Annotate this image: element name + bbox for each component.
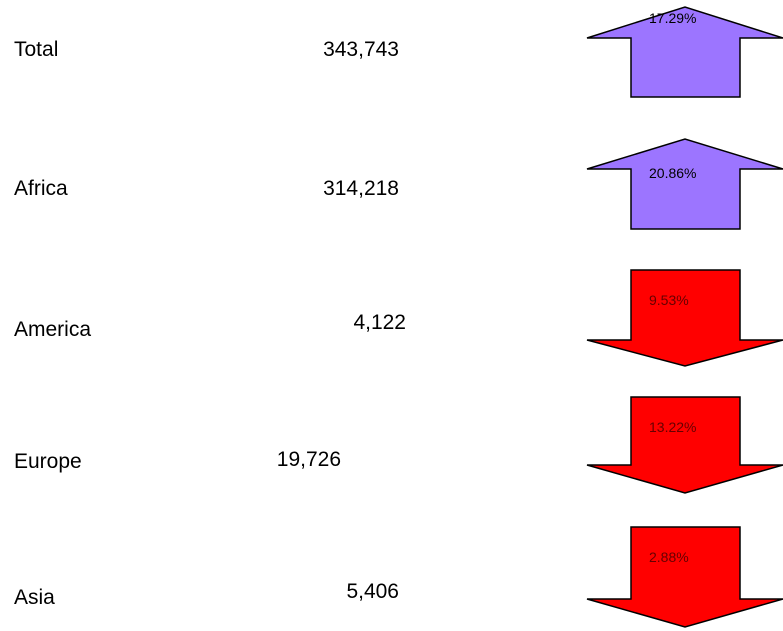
row-value-total: 343,743 — [323, 38, 399, 61]
row-label-asia: Asia — [14, 586, 55, 609]
row-label-america: America — [14, 318, 92, 341]
change-arrow-total: 17.29% — [586, 6, 783, 106]
arrow-shape — [586, 6, 783, 98]
row-value-asia: 5,406 — [346, 580, 399, 603]
change-percent-total: 17.29% — [649, 10, 697, 26]
row-value-africa: 314,218 — [323, 177, 399, 200]
down-arrow-icon — [586, 269, 783, 367]
row-value-america: 4,122 — [353, 311, 406, 334]
up-arrow-icon — [586, 6, 783, 98]
down-arrow-icon — [586, 396, 783, 494]
row-label-europe: Europe — [14, 450, 82, 473]
arrow-shape — [586, 138, 783, 230]
change-percent-asia: 2.88% — [649, 549, 689, 565]
arrow-shape — [586, 526, 783, 628]
change-arrow-america: 9.53% — [586, 269, 783, 369]
change-percent-africa: 20.86% — [649, 165, 697, 181]
row-value-europe: 19,726 — [276, 448, 341, 471]
down-arrow-icon — [586, 526, 783, 628]
change-arrow-europe: 13.22% — [586, 396, 783, 496]
change-arrow-asia: 2.88% — [586, 526, 783, 628]
up-arrow-icon — [586, 138, 783, 230]
change-percent-america: 9.53% — [649, 292, 689, 308]
change-arrow-africa: 20.86% — [586, 138, 783, 238]
row-label-africa: Africa — [14, 177, 68, 200]
arrow-shape — [586, 396, 783, 494]
arrow-shape — [586, 269, 783, 367]
change-percent-europe: 13.22% — [649, 419, 697, 435]
row-label-total: Total — [14, 38, 59, 61]
